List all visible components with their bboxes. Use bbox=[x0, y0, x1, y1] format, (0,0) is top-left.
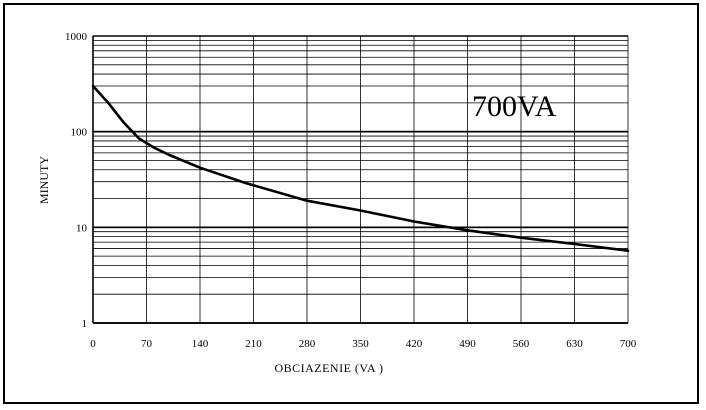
grid bbox=[93, 35, 629, 324]
y-tick-labels: 1 10 100 1000 bbox=[65, 31, 88, 330]
x-tick-label: 700 bbox=[620, 338, 637, 350]
y-tick-label: 1 bbox=[82, 318, 88, 330]
x-tick-label: 420 bbox=[406, 338, 423, 350]
x-tick-label: 0 bbox=[90, 338, 96, 350]
x-tick-label: 630 bbox=[566, 338, 583, 350]
x-tick-label: 70 bbox=[141, 338, 153, 350]
x-tick-label: 140 bbox=[192, 338, 209, 350]
x-tick-label: 210 bbox=[245, 338, 262, 350]
y-tick-label: 10 bbox=[76, 222, 88, 234]
series-line bbox=[91, 84, 630, 252]
x-tick-label: 560 bbox=[513, 338, 530, 350]
x-tick-label: 350 bbox=[352, 338, 369, 350]
y-tick-label: 1000 bbox=[65, 31, 88, 43]
x-axis-label: OBCIAZENIE (VA ) bbox=[274, 361, 383, 375]
chart-frame bbox=[3, 3, 699, 404]
axes bbox=[92, 36, 628, 324]
x-tick-label: 490 bbox=[459, 338, 476, 350]
x-tick-label: 280 bbox=[299, 338, 316, 350]
y-tick-label: 100 bbox=[71, 127, 88, 139]
x-tick-labels: 0 70 140 210 280 350 420 490 560 630 700 bbox=[90, 338, 637, 350]
series-layer bbox=[91, 84, 630, 252]
chart-annotation: 700VA bbox=[472, 90, 557, 123]
y-axis-label: MINUTY bbox=[37, 156, 51, 204]
